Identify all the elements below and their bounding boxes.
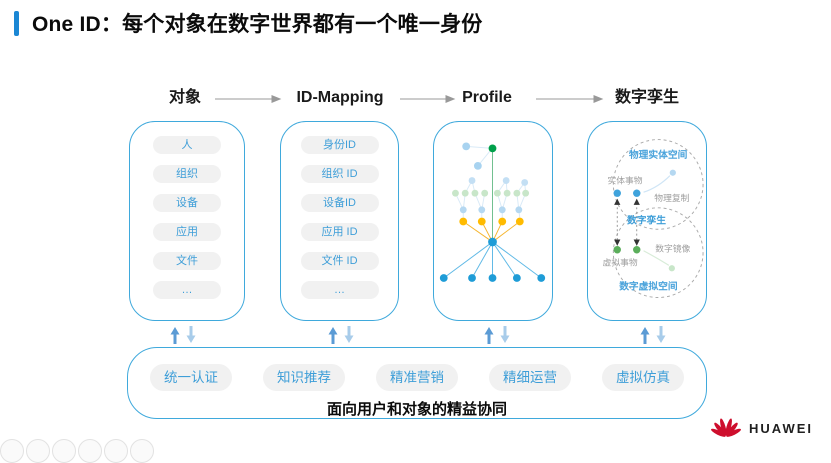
profile-graph-icon (439, 142, 546, 282)
collaboration-panel: 统一认证 知识推荐 精准营销 精细运营 虚拟仿真 面向用户和对象的精益协同 (127, 347, 707, 419)
object-item: 人 (153, 136, 221, 154)
deck-control-button[interactable] (26, 439, 50, 463)
id-item: 组织 ID (300, 165, 379, 183)
flow-step-profile: Profile (462, 89, 512, 106)
id-item: 身份ID (300, 136, 379, 154)
virtual-space-circle (612, 207, 704, 299)
capability-pill-operation: 精细运营 (489, 364, 571, 391)
id-item: 应用 ID (300, 223, 379, 241)
physical-things-label: 实体事物 (608, 174, 643, 185)
id-item: 文件 ID (300, 252, 379, 270)
title-accent-bar (14, 11, 19, 36)
deck-control-button[interactable] (130, 439, 154, 463)
page-title: One ID：每个对象在数字世界都有一个唯一身份 (32, 13, 483, 36)
virtual-space-label: 数字虚拟空间 (619, 280, 678, 293)
deck-control-button[interactable] (0, 439, 24, 463)
id-mapping-column-box: 身份ID 组织 ID 设备ID 应用 ID 文件 ID … (280, 121, 399, 321)
capability-pill-auth: 统一认证 (150, 364, 232, 391)
digital-twin-label: 数字孪生 (627, 213, 666, 226)
object-item: 文件 (153, 252, 221, 270)
physical-copy-label: 物理复制 (654, 192, 689, 203)
deck-controls (0, 439, 154, 463)
digital-twin-diagram: 物理实体空间 实体事物 物理复制 数字孪生 数字镜像 虚拟事物 数字虚拟空间 (603, 139, 704, 299)
sync-arrows-icon (328, 326, 354, 344)
deck-control-button[interactable] (78, 439, 102, 463)
id-item: 设备ID (300, 194, 379, 212)
object-item: 应用 (153, 223, 221, 241)
brand-name: HUAWEI (749, 420, 813, 436)
object-item: 设备 (153, 194, 221, 212)
capability-pill-marketing: 精准营销 (376, 364, 458, 391)
flow-step-digital-twin: 数字孪生 (614, 89, 679, 106)
flow-step-id-mapping: ID-Mapping (296, 89, 384, 106)
sync-arrows-icon (170, 326, 196, 344)
capability-pill-simulation: 虚拟仿真 (602, 364, 684, 391)
id-item-more: … (300, 281, 379, 299)
profile-column-box (433, 121, 553, 321)
brand-footer: HUAWEI (709, 416, 813, 440)
physical-space-label: 物理实体空间 (629, 148, 688, 161)
flow-step-object: 对象 (168, 89, 201, 106)
flow-arrow-icons (215, 95, 604, 103)
object-item-more: … (153, 281, 221, 299)
object-item: 组织 (153, 165, 221, 183)
sync-arrows-icon (640, 326, 666, 344)
huawei-logo-icon (711, 418, 741, 437)
deck-control-button[interactable] (104, 439, 128, 463)
physical-space-circle (612, 139, 704, 230)
sync-arrows-icon (484, 326, 510, 344)
object-column-box: 人 组织 设备 应用 文件 … (129, 121, 245, 321)
deck-control-button[interactable] (52, 439, 76, 463)
digital-mirror-label: 数字镜像 (655, 243, 690, 254)
capability-pill-knowledge: 知识推荐 (263, 364, 345, 391)
panel-slogan: 面向用户和对象的精益协同 (326, 401, 507, 418)
virtual-things-label: 虚拟事物 (603, 256, 638, 267)
digital-twin-column-box: 物理实体空间 实体事物 物理复制 数字孪生 数字镜像 虚拟事物 数字虚拟空间 (587, 121, 707, 321)
